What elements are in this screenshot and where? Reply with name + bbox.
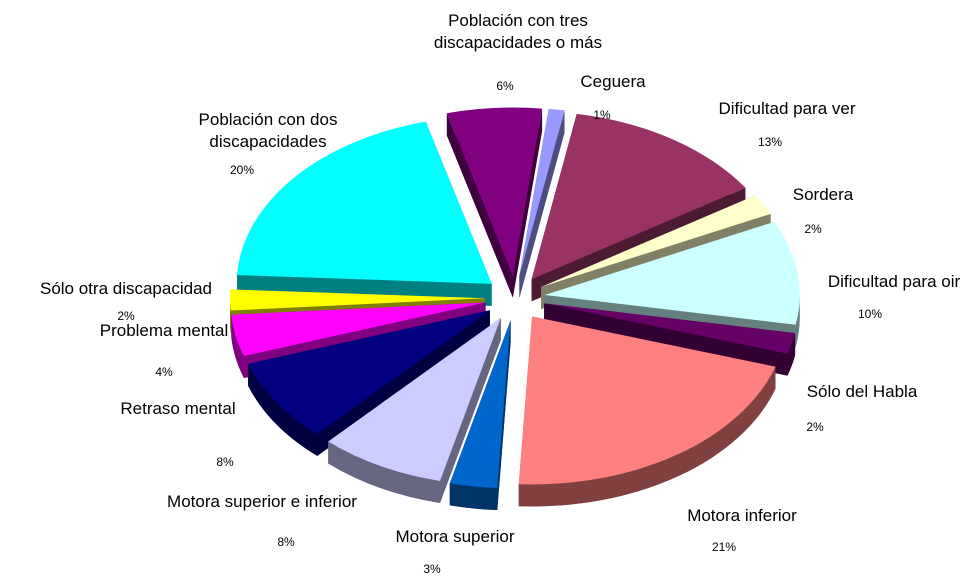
slice-top [544, 303, 796, 354]
value-label: 3% [423, 562, 441, 576]
slice-label: Población con tres discapacidades o más [434, 11, 602, 52]
slice-side [787, 333, 796, 376]
slice-label: Ceguera [580, 72, 646, 91]
slice-top [518, 316, 776, 485]
value-label: 8% [277, 535, 295, 549]
slice-label: Retraso mental [120, 399, 235, 418]
value-label: 13% [758, 135, 782, 149]
value-label: 8% [216, 455, 234, 469]
slice-label: Sordera [793, 185, 854, 204]
label-line: Motora superior [395, 527, 514, 546]
slice-top [446, 107, 543, 276]
value-label: 6% [496, 79, 514, 93]
slice-side [230, 298, 231, 333]
slice-edge [519, 110, 565, 298]
label-line: Población con dos [199, 110, 338, 129]
label-line: Sordera [793, 185, 854, 204]
label-line: discapacidades o más [434, 33, 602, 52]
value-label: 2% [117, 309, 135, 323]
slice-label: Motora superior [395, 527, 514, 546]
slice-label: Dificultad para ver [718, 99, 855, 118]
label-line: Sólo del Habla [807, 382, 918, 401]
value-label: 4% [155, 365, 173, 379]
slice [248, 310, 490, 456]
slice-side [231, 314, 244, 379]
slice-label: Motora superior e inferior [167, 492, 357, 511]
slice-side [248, 363, 318, 456]
slice-edge [512, 108, 543, 298]
slice-edge [497, 320, 511, 511]
slice-top [237, 121, 492, 284]
label-line: discapacidades [209, 132, 326, 151]
value-label: 21% [712, 540, 736, 554]
label-line: Dificultad para oir [828, 272, 961, 291]
slice-label: Motora inferior [687, 506, 797, 525]
slice-top [531, 113, 746, 280]
label-line: Población con tres [448, 11, 588, 30]
slice-top [541, 195, 771, 287]
label-line: Motora superior e inferior [167, 492, 357, 511]
slice-top [519, 108, 565, 276]
slice-side [328, 441, 440, 503]
value-label: 2% [806, 420, 824, 434]
label-line: Motora inferior [687, 506, 797, 525]
slice-label: Problema mental [100, 321, 229, 340]
slice [446, 107, 543, 298]
slice-label: Sólo del Habla [807, 382, 918, 401]
slice-top [231, 302, 486, 357]
slice [328, 317, 501, 503]
slice-top [328, 317, 501, 481]
slice-top [449, 320, 511, 489]
label-line: Dificultad para ver [718, 99, 855, 118]
label-line: Retraso mental [120, 399, 235, 418]
value-label: 2% [804, 222, 822, 236]
slice-label: Sólo otra discapacidad [40, 279, 212, 298]
slice-top [230, 289, 486, 311]
value-label: 20% [230, 163, 254, 177]
label-line: Sólo otra discapacidad [40, 279, 212, 298]
value-label: 1% [593, 108, 611, 122]
value-label: 10% [858, 307, 882, 321]
slice [518, 316, 776, 507]
slice [449, 320, 511, 511]
label-line: Ceguera [580, 72, 646, 91]
slice [519, 108, 565, 298]
slice-top [544, 221, 800, 325]
slice-top [248, 310, 490, 434]
label-line: Problema mental [100, 321, 229, 340]
slice-edge [439, 317, 501, 503]
slice-label: Población con dos discapacidades [199, 110, 338, 151]
slice-label: Dificultad para oir [828, 272, 961, 291]
slice-side [518, 366, 776, 507]
slice [237, 121, 492, 306]
slice-side [795, 294, 800, 347]
slice-edge [446, 113, 513, 298]
slice-side [449, 483, 498, 511]
